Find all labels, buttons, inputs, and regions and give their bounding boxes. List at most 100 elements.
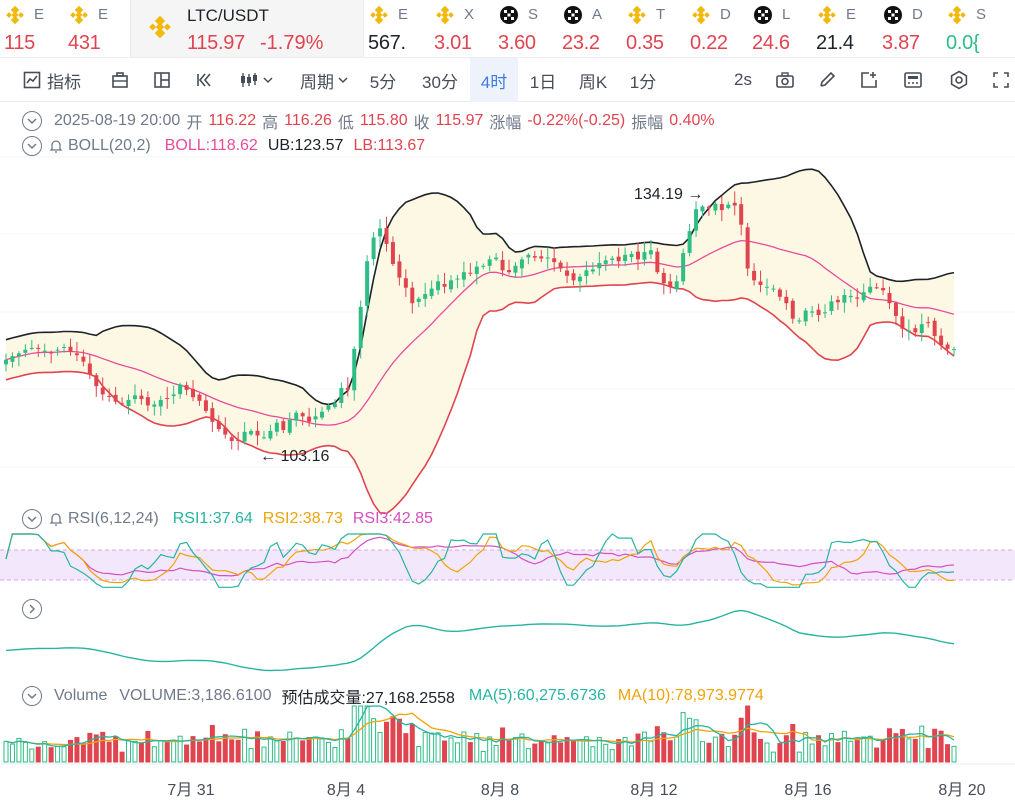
- candle-body: [655, 251, 660, 273]
- chevron-down-icon: [338, 77, 348, 84]
- candle-body: [139, 395, 144, 399]
- volume-bar: [306, 737, 312, 763]
- fullscreen-button[interactable]: [988, 58, 1014, 102]
- candle-body: [320, 411, 324, 418]
- screenshot-button[interactable]: [770, 58, 800, 102]
- ticker-item[interactable]: E 567.: [364, 0, 430, 57]
- volume-bar: [525, 748, 531, 763]
- layout-button[interactable]: [148, 58, 176, 102]
- boll-upper-value: UB:123.57: [267, 137, 344, 154]
- ticker-item[interactable]: D 3.87: [878, 0, 942, 57]
- candle-body: [932, 320, 937, 337]
- chevron-right-icon: [29, 604, 36, 614]
- candle-body: [939, 335, 944, 346]
- interval-tab-0[interactable]: 5分: [364, 58, 402, 102]
- ticker-price: 567.: [368, 32, 406, 54]
- ticker-item[interactable]: E 21.4: [812, 0, 878, 57]
- candle-body: [771, 288, 776, 290]
- volume-bar: [474, 733, 480, 763]
- pencil-icon: [820, 71, 836, 87]
- binance-icon: [436, 6, 454, 24]
- ticker-item[interactable]: E 115: [0, 0, 64, 57]
- volume-bar: [770, 751, 776, 763]
- calculator-button[interactable]: [898, 58, 928, 102]
- candle-body: [629, 253, 634, 258]
- ticker-symbol: X: [464, 6, 475, 23]
- volume-legend: Volume VOLUME:3,186.6100 预估成交量:27,168.25…: [22, 684, 766, 708]
- candle-body: [455, 278, 460, 280]
- indicators-button[interactable]: 指标: [16, 58, 88, 102]
- candle-body: [790, 300, 795, 319]
- high-value: 116.26: [284, 112, 332, 129]
- candle-body: [739, 204, 744, 225]
- expand-toggle[interactable]: [22, 599, 42, 619]
- volume-bar: [177, 735, 183, 763]
- volume-bar: [558, 742, 564, 763]
- volume-bar: [945, 744, 951, 763]
- volume-bar: [429, 732, 435, 763]
- candle-body: [100, 387, 105, 395]
- candle-body: [919, 324, 924, 334]
- boll-name: BOLL(20,2): [68, 137, 151, 154]
- candle-body: [610, 258, 615, 260]
- volume-bar: [435, 732, 441, 763]
- interval-tab-5[interactable]: 1分: [622, 58, 664, 102]
- volume-bar: [487, 736, 493, 763]
- candle-body: [107, 395, 112, 397]
- chart-type-button[interactable]: [234, 58, 278, 102]
- volume-bar: [300, 740, 306, 763]
- volume-bar: [816, 735, 822, 763]
- candle-body: [719, 204, 724, 211]
- bell-icon[interactable]: [48, 138, 64, 154]
- ticker-price: 0.35: [626, 32, 664, 54]
- ticker-item[interactable]: E 431: [64, 0, 130, 57]
- settings-button[interactable]: [944, 58, 974, 102]
- ticker-item[interactable]: S 3.60: [494, 0, 558, 57]
- collapse-toggle[interactable]: [22, 136, 42, 156]
- interval-tab-4[interactable]: 周K: [570, 58, 616, 102]
- volume-bar: [145, 731, 151, 763]
- ticker-item[interactable]: X 3.01: [430, 0, 494, 57]
- chevron-down-icon: [27, 143, 37, 150]
- briefcase-icon: [112, 72, 128, 88]
- ticker-symbol: L: [782, 6, 791, 23]
- ticker-price: 24.6: [752, 32, 790, 54]
- candle-body: [358, 306, 363, 348]
- volume-bar: [545, 742, 551, 763]
- interval-tab-2[interactable]: 4时: [470, 58, 518, 102]
- collapse-toggle[interactable]: [22, 686, 42, 706]
- volume-bar: [854, 738, 860, 763]
- briefcase-button[interactable]: [106, 58, 134, 102]
- candle-body: [752, 270, 757, 281]
- chart-toolbar: 指标 周期 5分 30分 4时 1日 周K 1分 2s: [0, 58, 1015, 102]
- candle-body: [55, 349, 60, 351]
- collapse-toggle[interactable]: [22, 509, 42, 529]
- ticker-item[interactable]: A 23.2: [558, 0, 622, 57]
- collapse-toggle[interactable]: [22, 111, 42, 131]
- ticker-item[interactable]: T 0.35: [622, 0, 686, 57]
- ticker-item[interactable]: D 0.22: [686, 0, 748, 57]
- interval-tab-1[interactable]: 30分: [414, 58, 466, 102]
- candle-body: [287, 419, 292, 433]
- draw-button[interactable]: [812, 58, 842, 102]
- ticker-item[interactable]: LTC/USDT 115.97 -1.79%: [130, 0, 364, 57]
- ticker-item[interactable]: S 0.0{: [942, 0, 1004, 57]
- ticker-item[interactable]: L 24.6: [748, 0, 812, 57]
- interval-tab-3[interactable]: 1日: [522, 58, 564, 102]
- bell-icon[interactable]: [48, 511, 64, 527]
- volume-bar: [61, 746, 67, 763]
- candle-body: [313, 416, 318, 420]
- period-dropdown[interactable]: 周期: [292, 58, 356, 102]
- kline-chart[interactable]: 2025-08-19 20:00 开 116.22 高 116.26 低 115…: [0, 102, 1015, 804]
- chart-canvas[interactable]: [0, 102, 1015, 804]
- volume-bar: [287, 731, 293, 763]
- candle-body: [513, 265, 518, 273]
- x-axis-label: 8月 16: [784, 782, 832, 799]
- add-drawing-button[interactable]: [854, 58, 884, 102]
- rewind-button[interactable]: [190, 58, 218, 102]
- volume-bar: [654, 726, 660, 763]
- candle-body: [661, 272, 666, 284]
- refresh-rate-button[interactable]: 2s: [724, 58, 762, 102]
- candle-body: [823, 312, 828, 314]
- candle-body: [184, 385, 189, 390]
